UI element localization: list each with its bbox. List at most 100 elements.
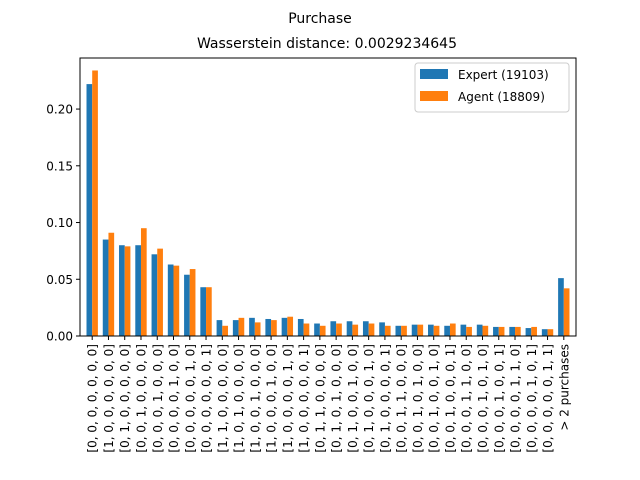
bar-expert-2 [119, 245, 125, 336]
chart-subtitle: Wasserstein distance: 0.0029234645 [197, 36, 457, 52]
bar-agent-27 [531, 326, 537, 336]
bar-expert-11 [265, 318, 272, 336]
bar-agent-5 [173, 265, 180, 336]
x-tick-label: [1, 0, 0, 0, 0, 0, 1] [297, 344, 311, 453]
bar-agent-11 [271, 320, 277, 336]
bar-expert-24 [476, 324, 483, 336]
bar-agent-24 [482, 325, 489, 336]
x-tick-label: [0, 1, 0, 1, 0, 0, 0] [330, 344, 344, 453]
x-tick-label: [0, 1, 0, 0, 0, 0, 0] [118, 344, 132, 453]
x-tick-label: [0, 0, 1, 1, 0, 0, 0] [395, 344, 409, 453]
bar-expert-3 [135, 245, 141, 336]
x-tick-label: [0, 0, 0, 0, 1, 0, 1] [525, 344, 539, 453]
bar-agent-21 [433, 325, 440, 336]
y-tick-label: 0.00 [46, 330, 73, 344]
bar-agent-28 [547, 329, 554, 336]
bar-expert-16 [346, 321, 353, 336]
x-tick-label: [0, 0, 0, 0, 0, 0, 0] [86, 344, 100, 453]
bar-agent-15 [336, 323, 342, 336]
bar-expert-12 [281, 317, 288, 336]
x-tick-label: [0, 0, 1, 0, 0, 0, 1] [443, 344, 457, 453]
y-tick-label: 0.20 [46, 103, 73, 117]
bar-expert-14 [314, 323, 320, 336]
chart-title: Purchase [288, 11, 352, 27]
x-tick-label: [0, 1, 1, 0, 0, 0, 0] [313, 344, 327, 453]
bar-agent-17 [368, 323, 375, 336]
bar-expert-20 [411, 324, 418, 336]
bar-agent-12 [287, 316, 294, 336]
bar-expert-17 [362, 321, 369, 336]
bar-expert-23 [460, 324, 467, 336]
x-tick-label: [0, 0, 0, 1, 0, 0, 0] [151, 344, 165, 453]
bar-expert-6 [184, 274, 190, 336]
legend-label: Expert (19103) [458, 68, 549, 82]
bar-agent-1 [108, 232, 115, 336]
bar-expert-21 [428, 324, 434, 336]
y-tick-label: 0.05 [46, 273, 73, 287]
bar-agent-0 [92, 70, 98, 336]
bar-agent-8 [222, 325, 228, 336]
bar-expert-8 [216, 320, 223, 336]
x-tick-label: [0, 0, 0, 0, 1, 0, 0] [167, 344, 181, 453]
x-tick-label: [0, 0, 0, 1, 0, 1, 0] [476, 344, 490, 453]
bar-expert-5 [167, 264, 174, 336]
bar-expert-28 [541, 329, 548, 336]
y-tick-label: 0.10 [46, 216, 73, 230]
bar-agent-20 [417, 324, 424, 336]
y-tick-label: 0.15 [46, 159, 73, 173]
legend-label: Agent (18809) [458, 90, 545, 104]
x-tick-label: [0, 0, 0, 0, 0, 1, 0] [183, 344, 197, 453]
x-tick-label: [0, 1, 0, 0, 0, 1, 0] [362, 344, 376, 453]
x-tick-label: [0, 0, 0, 1, 0, 0, 1] [492, 344, 506, 453]
x-tick-label: [0, 0, 1, 0, 0, 1, 0] [427, 344, 441, 453]
bar-expert-25 [493, 326, 499, 336]
bar-expert-26 [509, 326, 516, 336]
bar-agent-25 [498, 326, 505, 336]
bar-expert-10 [249, 317, 255, 336]
bar-expert-0 [86, 84, 93, 336]
bar-agent-3 [140, 228, 147, 336]
bar-agent-14 [319, 325, 326, 336]
bar-agent-22 [449, 323, 456, 336]
bar-agent-16 [352, 324, 359, 336]
bar-agent-9 [238, 317, 245, 336]
bar-expert-15 [330, 321, 337, 336]
bar-expert-29 [558, 278, 564, 336]
bar-expert-18 [379, 322, 385, 336]
bar-expert-9 [232, 320, 239, 336]
x-tick-label: [0, 0, 0, 0, 0, 0, 1] [200, 344, 214, 453]
bar-expert-1 [102, 239, 109, 336]
x-tick-label: [1, 0, 1, 0, 0, 0, 0] [232, 344, 246, 453]
bar-agent-2 [124, 246, 131, 336]
bar-agent-13 [303, 323, 310, 336]
legend-swatch [420, 91, 448, 101]
plot-frame [79, 57, 577, 337]
bar-expert-19 [395, 325, 402, 336]
x-tick-label: [1, 0, 0, 1, 0, 0, 0] [248, 344, 262, 453]
legend-frame [414, 62, 570, 113]
x-tick-label: [1, 1, 0, 0, 0, 0, 0] [216, 344, 230, 453]
x-tick-label: [1, 0, 0, 0, 1, 0, 0] [265, 344, 279, 453]
bar-agent-7 [206, 287, 212, 336]
x-tick-label: [0, 1, 0, 0, 1, 0, 0] [346, 344, 360, 453]
x-tick-label: [1, 0, 0, 0, 0, 0, 0] [102, 344, 116, 453]
bar-agent-26 [515, 326, 521, 336]
axes-group: 0.00 0.05 0.10 0.15 0.20 [0, 0, 0, 0, 0, 0, 0… [46, 57, 577, 453]
x-tick-label: [0, 1, 0, 0, 0, 0, 1] [378, 344, 392, 453]
x-tick-label: > 2 purchases [557, 344, 571, 431]
x-tick-label: [0, 0, 1, 0, 1, 0, 0] [411, 344, 425, 453]
bar-expert-4 [151, 254, 158, 336]
x-tick-label: [0, 0, 0, 0, 1, 1, 0] [509, 344, 523, 453]
bar-agent-18 [384, 325, 391, 336]
bars-group [86, 70, 570, 336]
bar-agent-6 [189, 269, 196, 336]
legend: Expert (19103) Agent (18809) [414, 62, 570, 113]
bar-expert-27 [525, 328, 532, 336]
legend-swatch [420, 69, 448, 79]
bar-expert-7 [200, 287, 207, 336]
x-tick-label: [0, 0, 1, 0, 0, 0, 0] [134, 344, 148, 453]
bar-agent-29 [563, 288, 570, 336]
bar-agent-19 [401, 325, 407, 336]
x-tick-label: [1, 0, 0, 0, 0, 1, 0] [281, 344, 295, 453]
